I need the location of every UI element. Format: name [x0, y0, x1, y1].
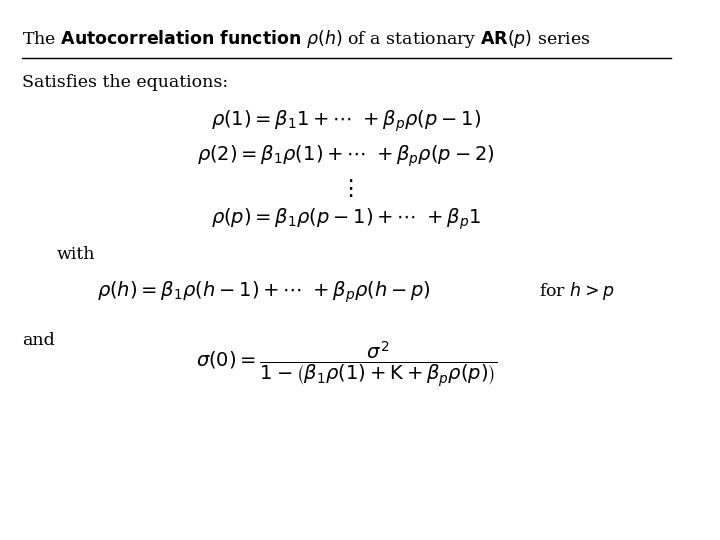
Text: Satisfies the equations:: Satisfies the equations:: [22, 74, 228, 91]
Text: for $h > p$: for $h > p$: [539, 280, 615, 302]
Text: $\rho(1)= \beta_1 1+\cdots \ +\beta_p\rho(p-1)$: $\rho(1)= \beta_1 1+\cdots \ +\beta_p\rh…: [211, 109, 482, 134]
Text: $\rho(h)= \beta_1\rho(h-1)+\cdots \ +\beta_p\rho(h-p)$: $\rho(h)= \beta_1\rho(h-1)+\cdots \ +\be…: [96, 280, 431, 305]
Text: The $\mathbf{Autocorrelation\ function}$ $\rho(h)$ of a stationary $\mathbf{AR}(: The $\mathbf{Autocorrelation\ function}$…: [22, 28, 590, 50]
Text: with: with: [57, 246, 95, 263]
Text: $\rho(2)= \beta_1\rho(1)+\cdots \ +\beta_p\rho(p-2)$: $\rho(2)= \beta_1\rho(1)+\cdots \ +\beta…: [197, 144, 495, 169]
Text: $\sigma(0)=\dfrac{\sigma^2}{1-\left(\beta_1\rho(1)+\mathrm{K}+\beta_p\rho(p)\rig: $\sigma(0)=\dfrac{\sigma^2}{1-\left(\bet…: [196, 340, 497, 389]
Text: and: and: [22, 332, 55, 349]
Text: $\vdots$: $\vdots$: [339, 178, 354, 200]
Text: $\rho(p)= \beta_1\rho(p-1)+\cdots \ +\beta_p 1$: $\rho(p)= \beta_1\rho(p-1)+\cdots \ +\be…: [212, 207, 481, 232]
